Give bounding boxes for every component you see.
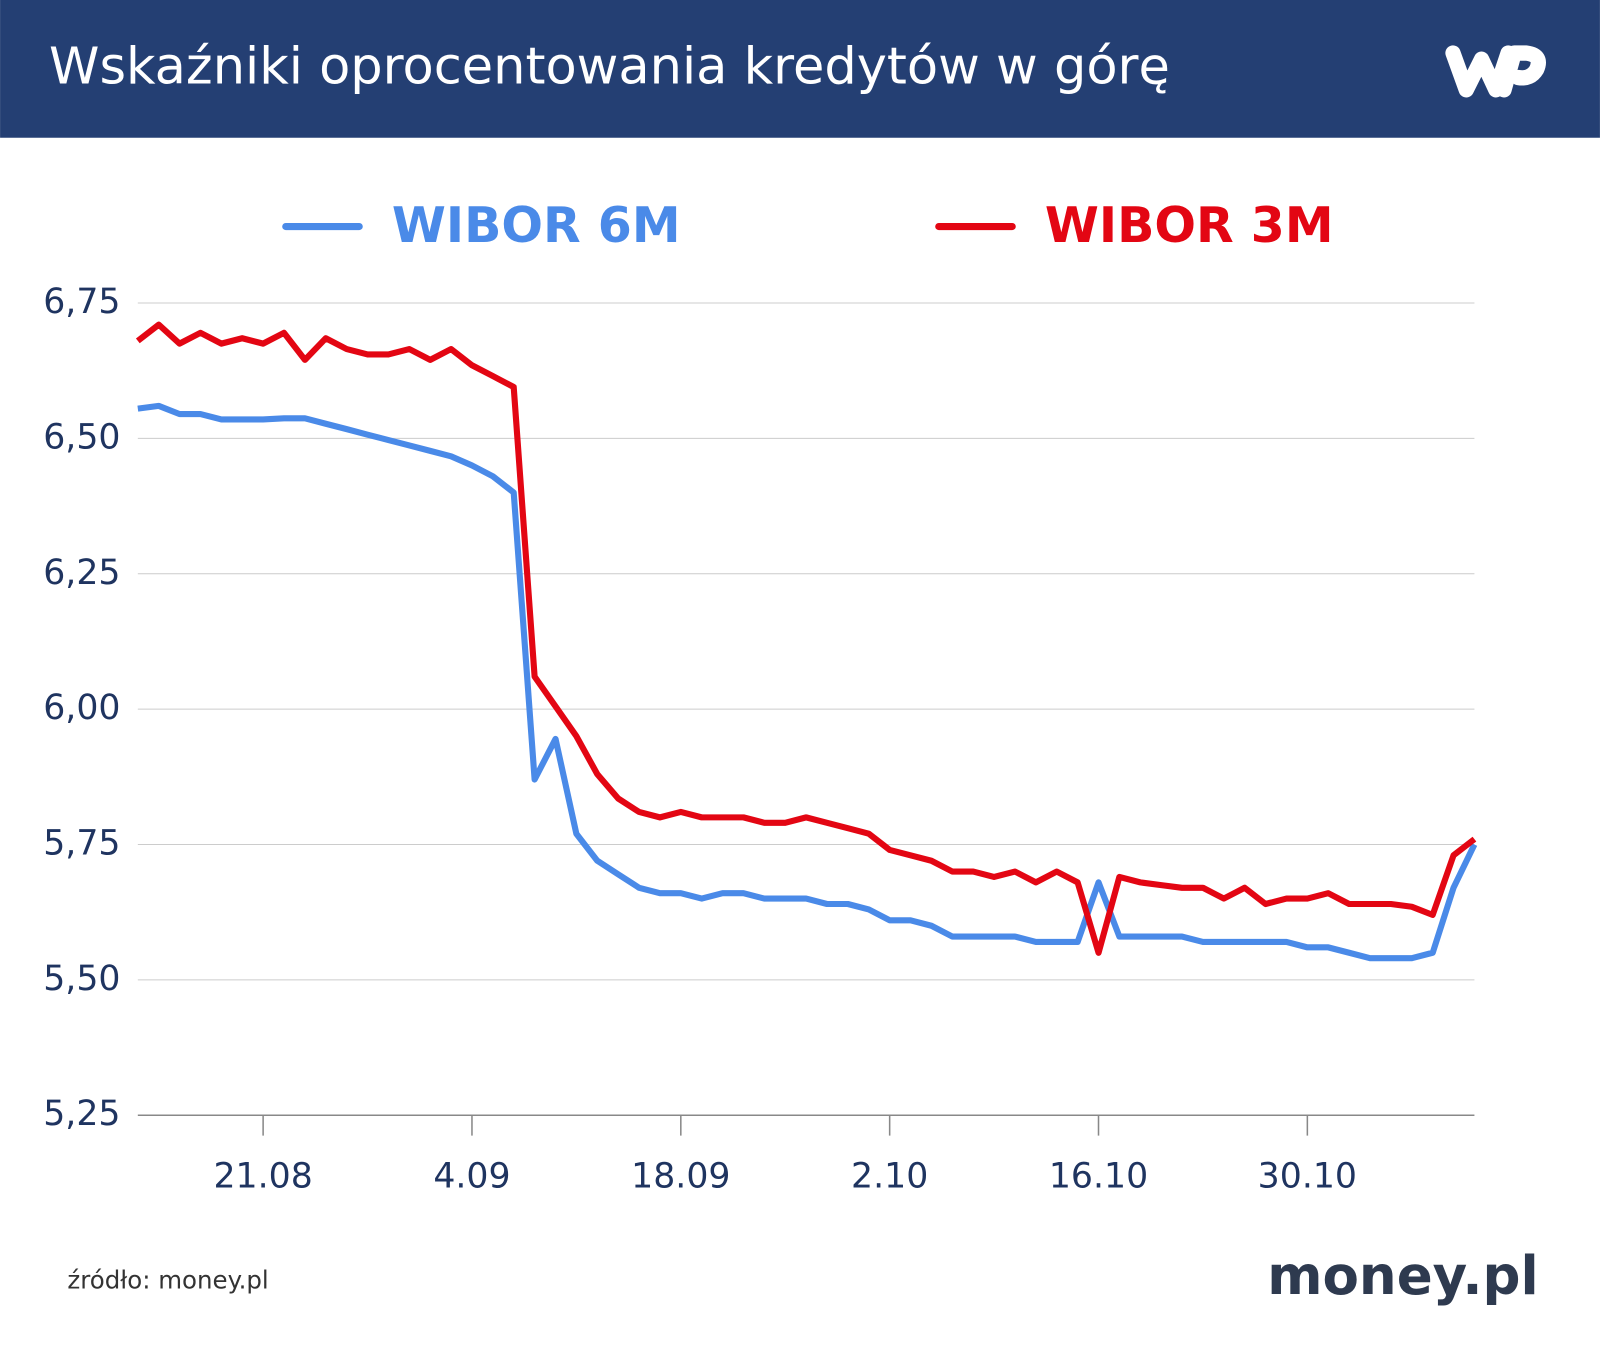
- y-tick-label: 6,00: [43, 688, 120, 728]
- x-tick-label: 30.10: [1258, 1156, 1357, 1196]
- y-tick-label: 5,25: [43, 1094, 120, 1134]
- chart-title: Wskaźniki oprocentowania kredytów w górę: [49, 37, 1170, 96]
- y-tick-label: 6,75: [43, 282, 120, 322]
- y-tick-label: 6,25: [43, 553, 120, 593]
- wp-logo: [1445, 45, 1546, 98]
- y-tick-label: 5,75: [43, 823, 120, 863]
- x-tick-label: 21.08: [213, 1156, 312, 1196]
- legend-label: WIBOR 6M: [392, 197, 681, 254]
- x-tick-label: 2.10: [851, 1156, 928, 1196]
- x-tick-label: 16.10: [1049, 1156, 1148, 1196]
- header: [0, 0, 1600, 138]
- legend-label: WIBOR 3M: [1045, 197, 1334, 254]
- y-tick-label: 6,50: [43, 417, 120, 457]
- series-line: [137, 402, 1478, 962]
- source: źródło: money.pl: [67, 1266, 268, 1295]
- brand: money.pl: [1267, 1245, 1538, 1307]
- x-tick-label: 18.09: [631, 1156, 730, 1196]
- y-tick-label: 5,50: [43, 959, 120, 999]
- x-tick-label: 4.09: [433, 1156, 510, 1196]
- series-line: [135, 321, 1477, 956]
